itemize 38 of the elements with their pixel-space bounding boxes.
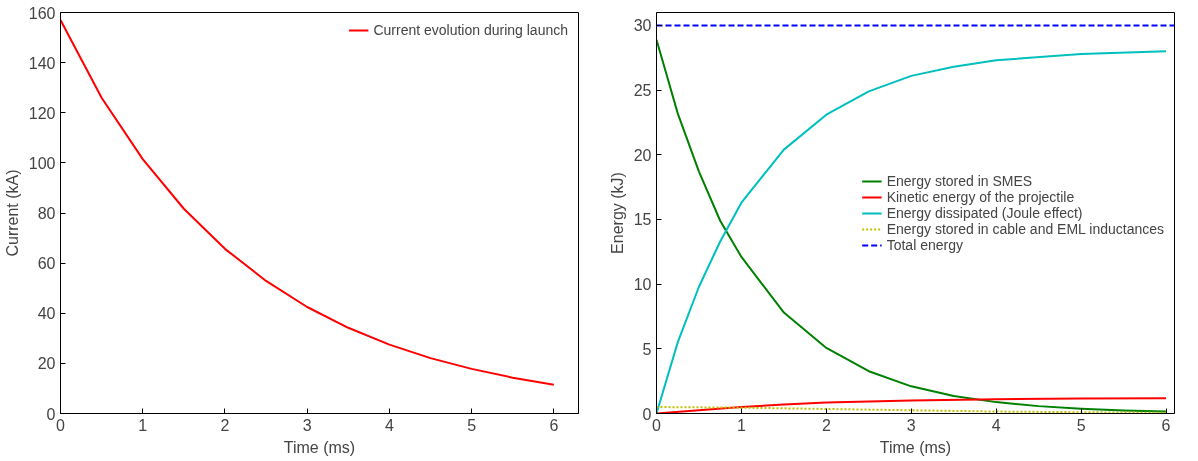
y-tick-label: 60 <box>37 255 56 273</box>
y-tick-label: 20 <box>37 355 56 373</box>
y-tick-label: 0 <box>46 405 56 423</box>
y-tick-label: 30 <box>633 17 652 35</box>
legend-label: Energy stored in SMES <box>886 172 1033 189</box>
x-tick-label: 1 <box>138 416 148 434</box>
x-tick-label: 2 <box>220 416 230 434</box>
x-tick-label: 3 <box>302 416 312 434</box>
legend-label: Kinetic energy of the projectile <box>886 188 1075 205</box>
y-tick-label: 140 <box>28 54 56 72</box>
x-tick-label: 4 <box>991 416 1001 434</box>
legend-label: Energy dissipated (Joule effect) <box>886 204 1083 221</box>
x-tick-label: 1 <box>736 416 746 434</box>
legend-label: Energy stored in cable and EML inductances <box>886 220 1164 237</box>
y-axis-title: Energy (kJ) <box>608 172 626 254</box>
x-axis-title: Time (ms) <box>879 438 952 456</box>
y-tick-label: 40 <box>37 305 56 323</box>
x-tick-label: 5 <box>1076 416 1086 434</box>
y-tick-label: 80 <box>37 205 56 222</box>
x-tick-label: 4 <box>384 416 394 434</box>
y-tick-label: 10 <box>633 276 652 294</box>
legend-label: Total energy <box>886 236 963 253</box>
y-tick-label: 20 <box>633 146 652 164</box>
x-tick-label: 6 <box>549 416 559 434</box>
y-tick-label: 0 <box>642 405 652 423</box>
x-tick-label: 3 <box>906 416 916 434</box>
legend-label: Current evolution during launch <box>373 22 568 38</box>
y-tick-label: 160 <box>28 4 56 22</box>
y-tick-label: 25 <box>633 82 652 100</box>
y-axis-title: Current (kA) <box>3 169 21 257</box>
x-tick-label: 2 <box>821 416 831 434</box>
x-axis-title: Time (ms) <box>283 438 356 456</box>
y-tick-label: 15 <box>633 211 652 229</box>
y-tick-label: 100 <box>28 154 56 172</box>
y-tick-label: 120 <box>28 104 56 122</box>
y-tick-label: 5 <box>642 340 652 358</box>
x-tick-label: 6 <box>1161 416 1171 434</box>
x-tick-label: 5 <box>467 416 477 434</box>
